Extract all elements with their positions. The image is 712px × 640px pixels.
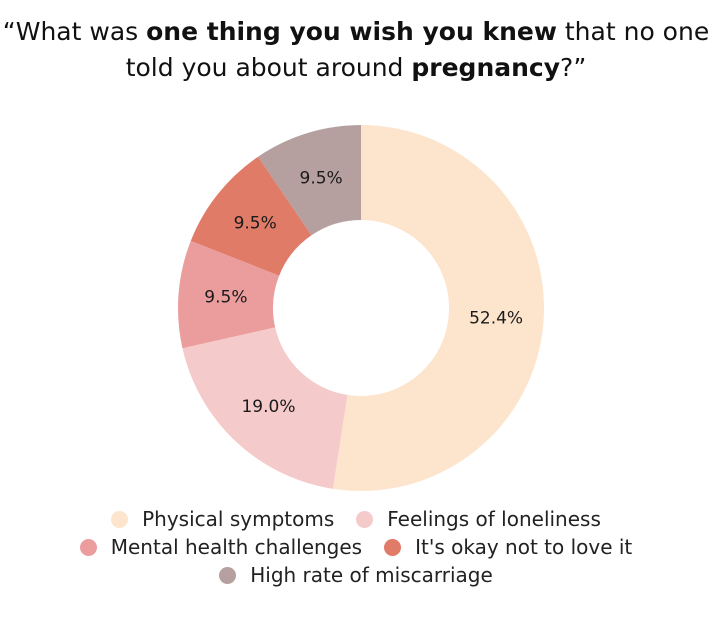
legend-item-high-rate-of-miscarriage[interactable]: High rate of miscarriage [219,563,493,587]
legend-row-1: Physical symptoms Feelings of loneliness [0,505,712,533]
slice-okay-not-to-love-it[interactable] [190,156,312,276]
legend-label-feelings-of-loneliness: Feelings of loneliness [387,507,601,531]
title-bold-2: pregnancy [411,53,561,82]
title-bold-1: one thing you wish you knew [146,17,557,46]
chart-legend: Physical symptoms Feelings of loneliness… [0,505,712,589]
legend-label-mental-health-challenges: Mental health challenges [110,535,363,559]
chart-title: “What was one thing you wish you knew th… [0,14,712,86]
legend-row-2: Mental health challenges It's okay not t… [0,533,712,561]
slice-physical-symptoms[interactable] [332,125,544,491]
legend-swatch-2 [79,538,97,556]
slice-label-physical-symptoms: 52.4% [469,308,523,328]
legend-label-physical-symptoms: Physical symptoms [142,507,335,531]
legend-item-feelings-of-loneliness[interactable]: Feelings of loneliness [356,507,601,531]
donut-chart: 52.4% 19.0% 9.5% 9.5% 9.5% [178,124,544,491]
legend-label-okay-not-to-love-it: It's okay not to love it [415,535,633,559]
title-part-3: ?” [560,53,587,82]
title-open-quote: “ [2,17,16,46]
slice-label-mental-health-challenges: 9.5% [204,288,247,308]
legend-swatch-1 [356,510,374,528]
legend-item-physical-symptoms[interactable]: Physical symptoms [111,507,334,531]
slice-label-okay-not-to-love-it: 9.5% [234,213,277,233]
legend-row-3: High rate of miscarriage [0,561,712,589]
title-part-1: What was [15,17,147,46]
legend-item-mental-health-challenges[interactable]: Mental health challenges [79,535,363,559]
legend-swatch-4 [219,566,237,584]
legend-label-high-rate-of-miscarriage: High rate of miscarriage [250,563,493,587]
legend-swatch-0 [111,510,129,528]
slice-mental-health-challenges[interactable] [178,240,280,349]
slice-feelings-of-loneliness[interactable] [182,327,348,489]
title-part-2: that no one told you about around [125,17,710,82]
slice-high-rate-of-miscarriage[interactable] [258,124,361,236]
slice-label-feelings-of-loneliness: 19.0% [241,397,295,417]
legend-item-okay-not-to-love-it[interactable]: It's okay not to love it [384,535,632,559]
legend-swatch-3 [384,538,402,556]
slice-label-high-rate-of-miscarriage: 9.5% [300,169,343,189]
